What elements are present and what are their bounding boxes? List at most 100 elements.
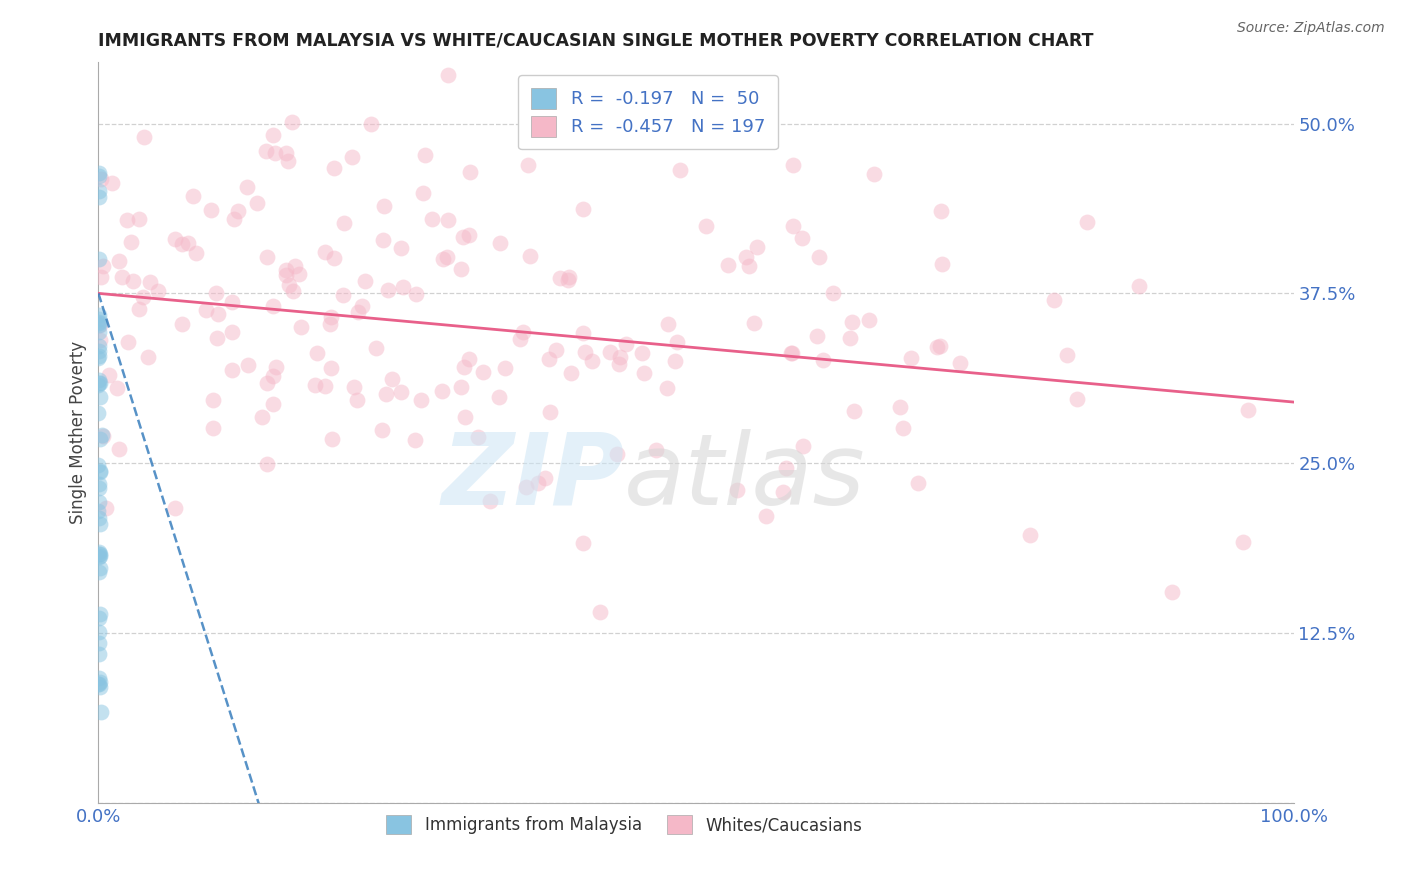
Point [256, 376, 278, 390]
Point [420, 211, 443, 226]
Point [512, 325, 534, 339]
Point [509, 331, 531, 345]
Point [451, 230, 474, 244]
Point [900, 351, 922, 365]
Point [195, 303, 218, 318]
Point [87, 377, 110, 392]
Point [725, 483, 748, 497]
Point [87, 676, 110, 690]
Point [90, 171, 112, 186]
Point [115, 213, 138, 227]
Point [333, 215, 356, 229]
Point [89, 376, 111, 390]
Point [534, 471, 557, 485]
Point [128, 302, 150, 317]
Point [616, 336, 638, 351]
Point [89, 349, 111, 363]
Point [262, 128, 284, 142]
Point [775, 461, 797, 475]
Y-axis label: Single Mother Poverty: Single Mother Poverty [69, 341, 87, 524]
Point [89, 547, 111, 561]
Point [101, 176, 124, 190]
Point [274, 146, 297, 161]
Point [319, 361, 342, 376]
Point [668, 162, 690, 177]
Point [89, 549, 111, 564]
Point [89, 674, 111, 689]
Point [89, 680, 111, 694]
Point [89, 333, 111, 347]
Point [89, 169, 111, 183]
Point [558, 270, 581, 285]
Point [91, 260, 114, 274]
Point [588, 605, 610, 619]
Point [91, 428, 114, 442]
Point [89, 547, 111, 561]
Point [450, 380, 472, 394]
Point [165, 232, 187, 246]
Point [405, 287, 427, 301]
Point [236, 180, 259, 194]
Point [889, 400, 911, 414]
Point [117, 335, 139, 350]
Point [254, 144, 277, 158]
Point [121, 274, 143, 288]
Point [472, 365, 495, 379]
Text: Source: ZipAtlas.com: Source: ZipAtlas.com [1237, 21, 1385, 35]
Point [226, 203, 249, 218]
Point [274, 263, 297, 277]
Point [1066, 392, 1088, 406]
Point [277, 154, 299, 169]
Point [479, 494, 502, 508]
Point [633, 366, 655, 380]
Point [89, 390, 111, 404]
Point [373, 199, 395, 213]
Point [87, 312, 110, 326]
Point [806, 329, 828, 343]
Point [1019, 528, 1042, 542]
Point [256, 250, 278, 264]
Point [177, 235, 200, 250]
Point [858, 313, 880, 327]
Point [132, 290, 155, 304]
Point [87, 166, 110, 180]
Point [90, 706, 112, 720]
Point [264, 146, 287, 161]
Point [891, 421, 914, 435]
Point [515, 479, 537, 493]
Point [457, 352, 479, 367]
Point [862, 167, 884, 181]
Point [89, 432, 111, 446]
Point [221, 295, 243, 310]
Point [204, 285, 226, 300]
Point [323, 161, 346, 175]
Point [413, 148, 436, 162]
Point [454, 409, 477, 424]
Point [360, 117, 382, 131]
Point [89, 607, 111, 621]
Point [644, 443, 666, 458]
Point [262, 368, 284, 383]
Point [87, 671, 110, 685]
Point [808, 250, 831, 264]
Point [87, 189, 110, 203]
Point [87, 566, 110, 580]
Point [87, 624, 110, 639]
Point [221, 362, 243, 376]
Point [929, 339, 952, 353]
Point [665, 335, 688, 350]
Point [323, 251, 346, 265]
Point [609, 351, 631, 365]
Point [572, 202, 595, 217]
Point [458, 165, 481, 179]
Point [657, 381, 679, 395]
Text: ZIP: ZIP [441, 428, 624, 525]
Point [87, 318, 110, 332]
Point [108, 442, 131, 457]
Point [281, 115, 304, 129]
Point [120, 235, 142, 249]
Point [87, 545, 110, 559]
Point [494, 360, 516, 375]
Point [136, 350, 159, 364]
Point [1128, 278, 1150, 293]
